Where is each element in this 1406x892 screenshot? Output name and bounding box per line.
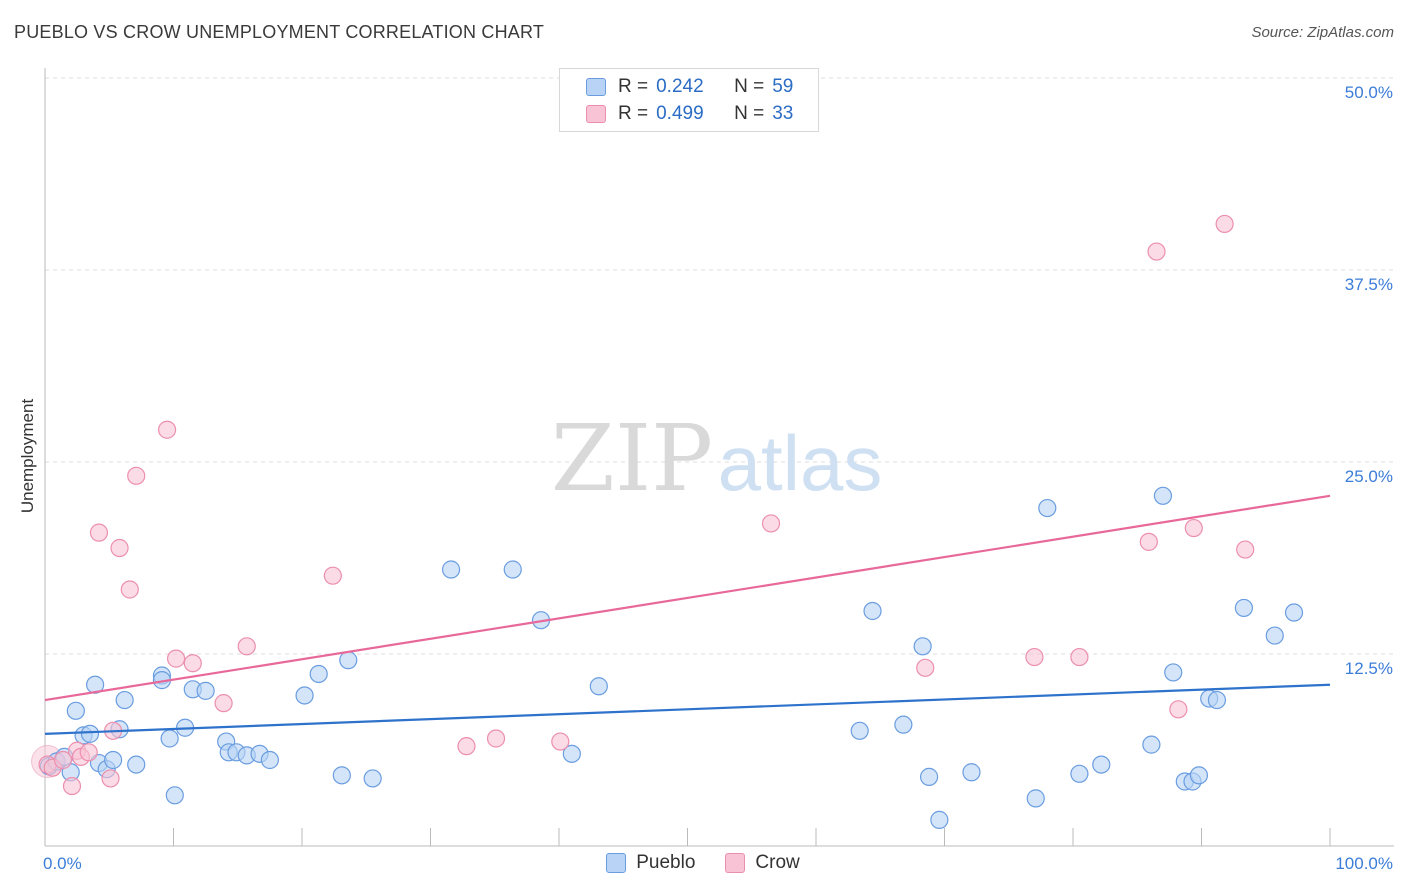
crow-point bbox=[101, 769, 120, 788]
crow-r-value: 0.499 bbox=[656, 103, 704, 124]
watermark-zip: ZIP bbox=[551, 405, 713, 512]
y-tick-label: 12.5% bbox=[1345, 659, 1393, 678]
chart-title: PUEBLO VS CROW UNEMPLOYMENT CORRELATION … bbox=[14, 22, 545, 42]
pueblo-point bbox=[66, 701, 85, 720]
crow-point bbox=[323, 566, 342, 585]
pueblo-point bbox=[160, 729, 179, 748]
y-tick-label: 37.5% bbox=[1345, 275, 1393, 294]
crow-point bbox=[53, 750, 73, 770]
pueblo-point bbox=[80, 724, 100, 743]
crow-legend-label: Crow bbox=[755, 852, 800, 873]
crow-point bbox=[110, 538, 129, 558]
legend-row-pueblo: R = 0.242 N = 59 bbox=[586, 75, 793, 99]
pueblo-point bbox=[1234, 598, 1254, 618]
pueblo-point bbox=[913, 637, 932, 656]
crow-point bbox=[457, 737, 476, 756]
pueblo-point bbox=[1265, 626, 1284, 645]
legend-item-crow: Crow bbox=[725, 852, 800, 874]
crow-point bbox=[127, 466, 146, 485]
pueblo-point bbox=[309, 664, 328, 684]
pueblo-point bbox=[589, 677, 608, 696]
pueblo-r-value: 0.242 bbox=[656, 76, 704, 97]
crow-point bbox=[120, 580, 139, 599]
pueblo-point bbox=[962, 763, 981, 782]
x-tick-label: 100.0% bbox=[1335, 854, 1393, 873]
crow-n-value: 33 bbox=[772, 103, 794, 124]
pueblo-point bbox=[1284, 603, 1304, 622]
crow-point bbox=[1147, 242, 1166, 261]
pueblo-point bbox=[260, 750, 279, 770]
pueblo-point bbox=[441, 560, 461, 579]
crow-point bbox=[551, 732, 570, 751]
pueblo-point bbox=[165, 786, 184, 805]
correlation-legend: R = 0.242 N = 59 R = 0.499 N = 33 bbox=[559, 68, 819, 132]
crow-point bbox=[214, 694, 233, 713]
pueblo-swatch bbox=[586, 78, 606, 96]
pueblo-point bbox=[332, 766, 351, 785]
crow-point bbox=[62, 776, 82, 796]
crow-point bbox=[1184, 518, 1203, 538]
pueblo-point bbox=[863, 601, 882, 621]
pueblo-point bbox=[930, 810, 949, 829]
crow-legend-swatch bbox=[725, 853, 746, 873]
crow-n-label: N = bbox=[734, 103, 765, 124]
pueblo-point bbox=[503, 560, 522, 579]
legend-row-crow: R = 0.499 N = 33 bbox=[586, 102, 793, 126]
x-tick-label: 0.0% bbox=[43, 854, 82, 873]
pueblo-point bbox=[1153, 486, 1173, 505]
crow-point bbox=[1070, 647, 1089, 667]
crow-point bbox=[183, 654, 202, 673]
pueblo-point bbox=[1092, 755, 1111, 774]
crow-point bbox=[157, 420, 177, 439]
pueblo-point bbox=[339, 651, 358, 670]
pueblo-point bbox=[1189, 766, 1209, 785]
pueblo-trend-line bbox=[44, 683, 1331, 735]
pueblo-point bbox=[115, 690, 134, 710]
crow-point bbox=[1025, 647, 1044, 667]
pueblo-r-label: R = bbox=[618, 76, 649, 97]
pueblo-point bbox=[127, 755, 146, 774]
pueblo-point bbox=[1207, 690, 1227, 710]
crow-r-label: R = bbox=[618, 103, 649, 124]
pueblo-point bbox=[1164, 663, 1183, 682]
pueblo-point bbox=[196, 681, 215, 700]
crow-point bbox=[79, 743, 98, 762]
crow-point bbox=[1139, 532, 1158, 551]
crow-point bbox=[166, 649, 186, 668]
pueblo-point bbox=[1142, 735, 1161, 754]
pueblo-point bbox=[104, 750, 123, 770]
pueblo-point bbox=[1038, 498, 1057, 518]
pueblo-point bbox=[363, 769, 382, 788]
legend-item-pueblo: Pueblo bbox=[606, 852, 695, 874]
pueblo-n-label: N = bbox=[734, 76, 765, 97]
pueblo-point bbox=[295, 686, 314, 705]
watermark-atlas: atlas bbox=[718, 419, 883, 507]
pueblo-point bbox=[894, 715, 913, 734]
pueblo-legend-label: Pueblo bbox=[636, 852, 696, 873]
crow-point bbox=[1169, 700, 1188, 719]
crow-point bbox=[761, 514, 781, 533]
crow-point bbox=[1236, 540, 1255, 559]
crow-point bbox=[916, 658, 935, 677]
crow-trend-line bbox=[44, 494, 1331, 702]
pueblo-point bbox=[1070, 764, 1089, 783]
crow-swatch bbox=[586, 105, 606, 123]
pueblo-n-value: 59 bbox=[772, 76, 794, 97]
pueblo-point bbox=[1026, 789, 1045, 808]
crow-point bbox=[89, 523, 109, 542]
y-tick-label: 50.0% bbox=[1345, 83, 1393, 102]
pueblo-point bbox=[850, 721, 869, 740]
pueblo-point bbox=[919, 767, 939, 786]
crow-point bbox=[237, 637, 256, 656]
pueblo-point bbox=[562, 744, 581, 763]
crow-point bbox=[1215, 214, 1234, 234]
crow-point bbox=[486, 729, 506, 748]
y-tick-label: 25.0% bbox=[1345, 467, 1393, 486]
source-credit: Source: ZipAtlas.com bbox=[1251, 24, 1394, 41]
pueblo-legend-swatch bbox=[606, 853, 627, 873]
series-legend: Pueblo Crow bbox=[0, 852, 1406, 874]
